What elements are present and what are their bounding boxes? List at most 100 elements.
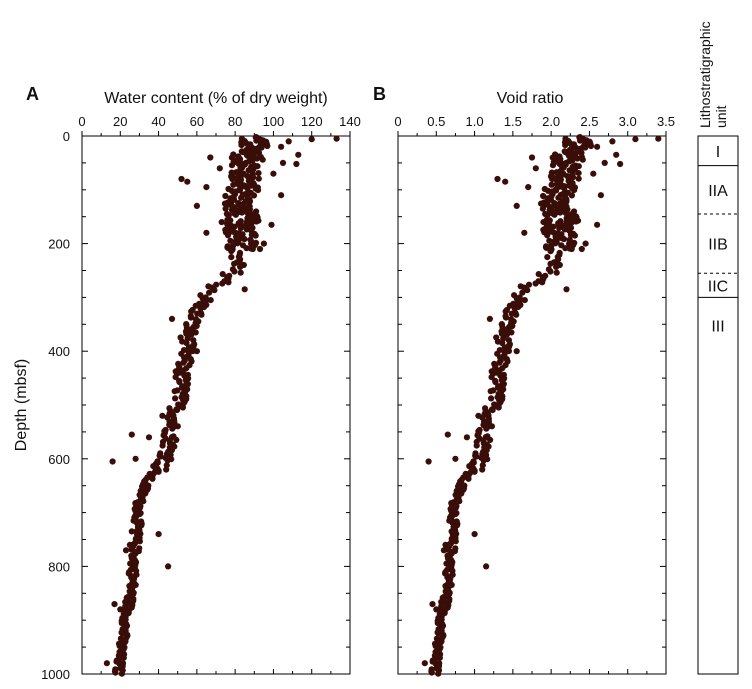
data-point xyxy=(496,359,503,366)
data-point xyxy=(547,248,554,255)
y-tick-label: 1000 xyxy=(41,667,70,682)
data-point xyxy=(502,308,509,315)
data-point xyxy=(128,431,135,438)
data-point xyxy=(237,225,244,232)
data-point xyxy=(444,431,451,438)
data-point xyxy=(260,240,267,247)
x-tick-label: 100 xyxy=(263,114,285,129)
data-point xyxy=(487,436,494,443)
data-point xyxy=(578,245,585,253)
data-point xyxy=(187,314,195,321)
y-tick-label: 400 xyxy=(48,344,70,359)
data-point xyxy=(479,466,486,473)
litho-column-title-line2: unit xyxy=(713,105,729,128)
panel-a-letter: A xyxy=(26,84,39,104)
data-point xyxy=(122,598,129,606)
data-point xyxy=(590,170,597,177)
data-point xyxy=(178,175,185,183)
data-point xyxy=(594,143,601,150)
data-point xyxy=(632,136,639,143)
data-point xyxy=(513,202,520,209)
x-tick-label: 0 xyxy=(78,114,85,129)
data-point xyxy=(560,236,568,243)
data-point xyxy=(172,395,179,402)
data-point xyxy=(587,142,595,150)
data-point xyxy=(524,287,531,294)
data-point xyxy=(237,263,244,270)
data-point xyxy=(171,388,178,395)
data-point xyxy=(489,407,496,414)
data-point xyxy=(502,314,510,321)
x-tick-label: 3.5 xyxy=(657,114,675,129)
data-point xyxy=(219,271,226,278)
data-point xyxy=(495,404,502,411)
data-point xyxy=(109,458,116,465)
litho-column-title-line1: Lithostratigraphic xyxy=(697,21,713,128)
data-point xyxy=(279,159,287,166)
data-point xyxy=(293,160,300,168)
x-tick-label: 80 xyxy=(228,114,242,129)
x-tick-label: 3.0 xyxy=(619,114,637,129)
data-point xyxy=(218,219,225,226)
data-point xyxy=(486,315,493,322)
data-point xyxy=(575,175,582,182)
data-point xyxy=(488,395,495,402)
data-point xyxy=(256,245,264,253)
panel-a-x-axis-title: Water content (% of dry weight) xyxy=(104,90,328,107)
data-point xyxy=(544,212,551,219)
data-point xyxy=(617,160,624,168)
data-point xyxy=(544,254,551,261)
data-point xyxy=(112,669,119,676)
data-point xyxy=(237,269,244,276)
data-point xyxy=(145,434,153,441)
data-point xyxy=(254,187,262,194)
data-point xyxy=(487,388,494,395)
data-point xyxy=(203,184,210,191)
data-point xyxy=(495,384,502,391)
data-point xyxy=(238,194,245,201)
data-point xyxy=(228,248,235,255)
data-point xyxy=(255,170,262,177)
data-point xyxy=(198,311,205,318)
data-point xyxy=(225,279,232,286)
data-point xyxy=(203,229,210,236)
data-point xyxy=(118,670,125,677)
data-point xyxy=(519,289,526,296)
data-point xyxy=(308,136,315,143)
data-point xyxy=(179,404,186,411)
data-point xyxy=(157,453,164,460)
data-point xyxy=(231,268,238,275)
data-point xyxy=(475,412,482,419)
data-point xyxy=(250,192,258,199)
data-point xyxy=(241,236,248,243)
data-point xyxy=(225,212,232,219)
data-point xyxy=(557,209,564,216)
data-point xyxy=(540,219,547,226)
litho-unit-label: III xyxy=(711,318,724,335)
data-point xyxy=(232,211,239,218)
panel-a-plot-frame xyxy=(81,135,351,675)
data-point xyxy=(436,654,443,661)
data-point xyxy=(120,654,127,661)
data-point xyxy=(252,232,259,239)
data-point xyxy=(128,528,135,535)
y-tick-label: 0 xyxy=(63,129,70,144)
litho-column-frame xyxy=(697,135,739,675)
data-point xyxy=(546,237,553,244)
y-tick-label: 200 xyxy=(48,237,70,252)
x-tick-label: 140 xyxy=(339,114,361,129)
data-point xyxy=(568,192,576,199)
data-point xyxy=(574,155,581,162)
x-tick-label: 2.0 xyxy=(542,114,560,129)
data-point xyxy=(556,225,563,232)
data-point xyxy=(207,154,214,161)
data-point xyxy=(149,475,156,482)
data-point xyxy=(295,151,302,158)
data-point xyxy=(230,181,237,188)
data-point xyxy=(238,209,246,216)
data-point xyxy=(525,281,533,288)
data-point xyxy=(528,154,536,161)
x-tick-label: 60 xyxy=(190,114,204,129)
data-point xyxy=(126,541,133,549)
data-point xyxy=(132,455,139,462)
